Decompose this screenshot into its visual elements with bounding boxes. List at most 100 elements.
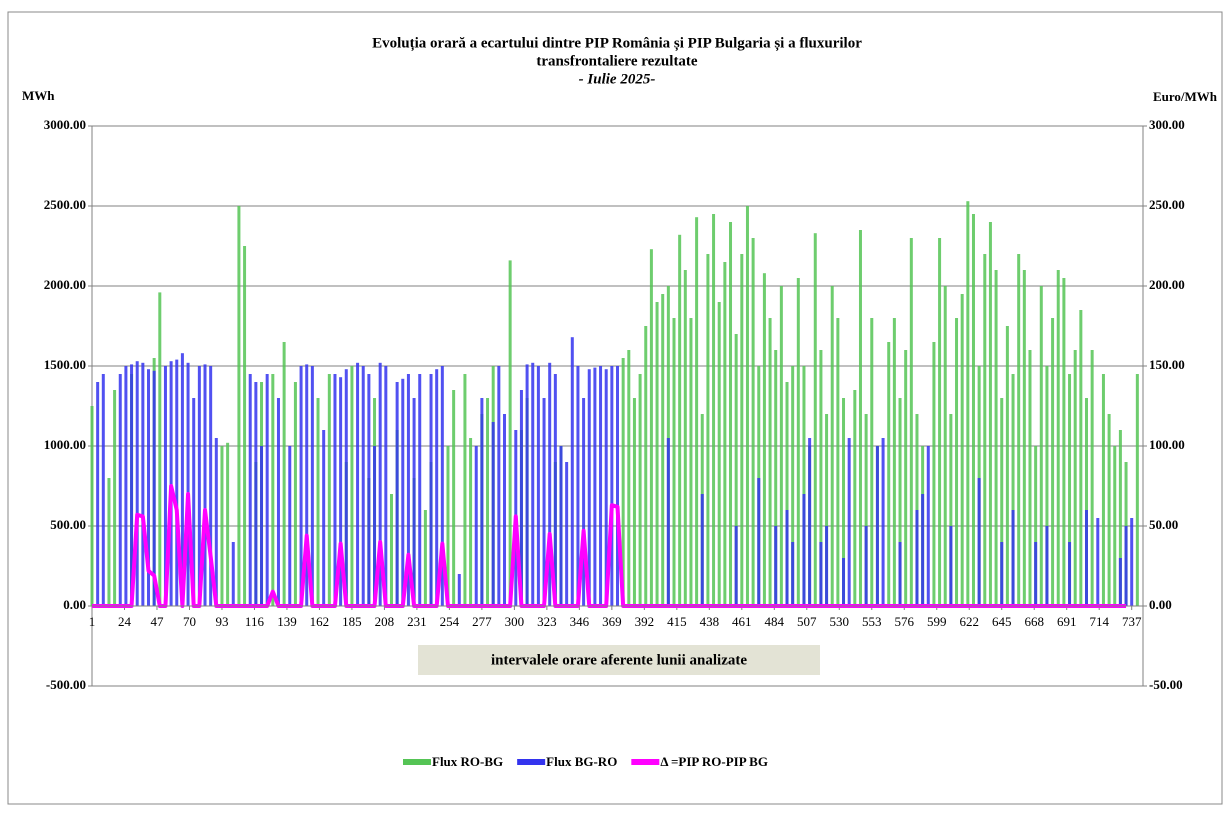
bar xyxy=(582,398,586,606)
legend-swatch xyxy=(631,759,660,765)
bar xyxy=(870,318,874,606)
bar xyxy=(627,350,631,606)
bar xyxy=(220,446,224,606)
x-tick-label: 47 xyxy=(150,614,164,629)
bar xyxy=(672,318,676,606)
x-tick-label: 645 xyxy=(992,614,1012,629)
legend-label: Δ =PIP RO-PIP BG xyxy=(660,754,768,769)
bar xyxy=(395,382,399,606)
bar xyxy=(401,378,405,606)
bar xyxy=(994,270,998,606)
bar xyxy=(141,362,145,606)
bar xyxy=(339,377,343,606)
bar xyxy=(559,446,563,606)
bar xyxy=(808,438,812,606)
x-tick-label: 714 xyxy=(1089,614,1109,629)
bar xyxy=(373,446,377,606)
bar xyxy=(1084,510,1088,606)
bar xyxy=(1011,374,1015,606)
bar xyxy=(1056,270,1060,606)
bar xyxy=(384,366,388,606)
bar xyxy=(288,446,292,606)
bar xyxy=(768,318,772,606)
bar xyxy=(214,438,218,606)
x-tick-label: 70 xyxy=(183,614,196,629)
bar xyxy=(113,390,117,606)
bar xyxy=(1068,542,1072,606)
bar xyxy=(1011,510,1015,606)
bar xyxy=(740,254,744,606)
bar xyxy=(785,510,789,606)
bar xyxy=(734,334,738,606)
y2-tick-label: -50.00 xyxy=(1149,677,1183,692)
bar xyxy=(909,238,913,606)
bar xyxy=(921,494,925,606)
x-tick-label: 277 xyxy=(472,614,492,629)
bar xyxy=(587,369,591,606)
bar xyxy=(525,364,529,606)
bar xyxy=(486,398,490,606)
bar xyxy=(553,374,557,606)
bar xyxy=(344,369,348,606)
bar xyxy=(1113,446,1117,606)
x-tick-label: 369 xyxy=(602,614,622,629)
x-tick-label: 300 xyxy=(505,614,525,629)
bar xyxy=(616,366,619,606)
bar xyxy=(175,359,179,606)
bar xyxy=(892,318,896,606)
bar xyxy=(689,318,693,606)
bar xyxy=(576,366,580,606)
x-tick-label: 599 xyxy=(927,614,947,629)
bar xyxy=(785,382,789,606)
bar xyxy=(904,350,908,606)
bar xyxy=(875,446,879,606)
bar xyxy=(192,398,196,606)
bar xyxy=(333,374,337,606)
y2-tick-label: 200.00 xyxy=(1149,277,1185,292)
bar xyxy=(1090,350,1094,606)
x-tick-label: 231 xyxy=(407,614,427,629)
bar xyxy=(480,398,484,606)
bar xyxy=(1079,310,1083,606)
bar xyxy=(734,526,738,606)
bar xyxy=(774,350,778,606)
bar xyxy=(971,214,975,606)
bar xyxy=(265,374,269,606)
bar xyxy=(203,364,207,606)
bar xyxy=(237,206,241,606)
bar xyxy=(293,382,297,606)
x-tick-label: 208 xyxy=(375,614,395,629)
x-tick-label: 323 xyxy=(537,614,557,629)
bar xyxy=(1135,374,1139,606)
bar xyxy=(101,374,105,606)
bar xyxy=(796,278,800,606)
bar xyxy=(1045,366,1049,606)
bar xyxy=(169,361,173,606)
bar xyxy=(1005,326,1009,606)
chart-subtitle: - Iulie 2025- xyxy=(579,71,656,87)
bar xyxy=(412,398,416,606)
x-tick-label: 1 xyxy=(89,614,96,629)
bar xyxy=(1130,518,1134,606)
bar xyxy=(678,234,682,607)
bar xyxy=(389,494,393,606)
bar xyxy=(118,374,122,606)
bar xyxy=(361,366,365,606)
bar xyxy=(350,366,354,606)
x-tick-label: 162 xyxy=(310,614,330,629)
bar xyxy=(729,222,733,606)
bar xyxy=(988,222,992,606)
bar xyxy=(243,246,247,606)
x-tick-label: 254 xyxy=(440,614,460,629)
bar xyxy=(536,366,540,606)
y2-tick-label: 300.00 xyxy=(1149,117,1185,132)
bar xyxy=(429,374,433,606)
bar xyxy=(813,233,817,606)
bar xyxy=(836,318,840,606)
bar xyxy=(604,369,608,606)
bar xyxy=(209,366,213,606)
bar xyxy=(1034,446,1038,606)
y-tick-label: 0.00 xyxy=(63,597,86,612)
bar xyxy=(254,382,258,606)
